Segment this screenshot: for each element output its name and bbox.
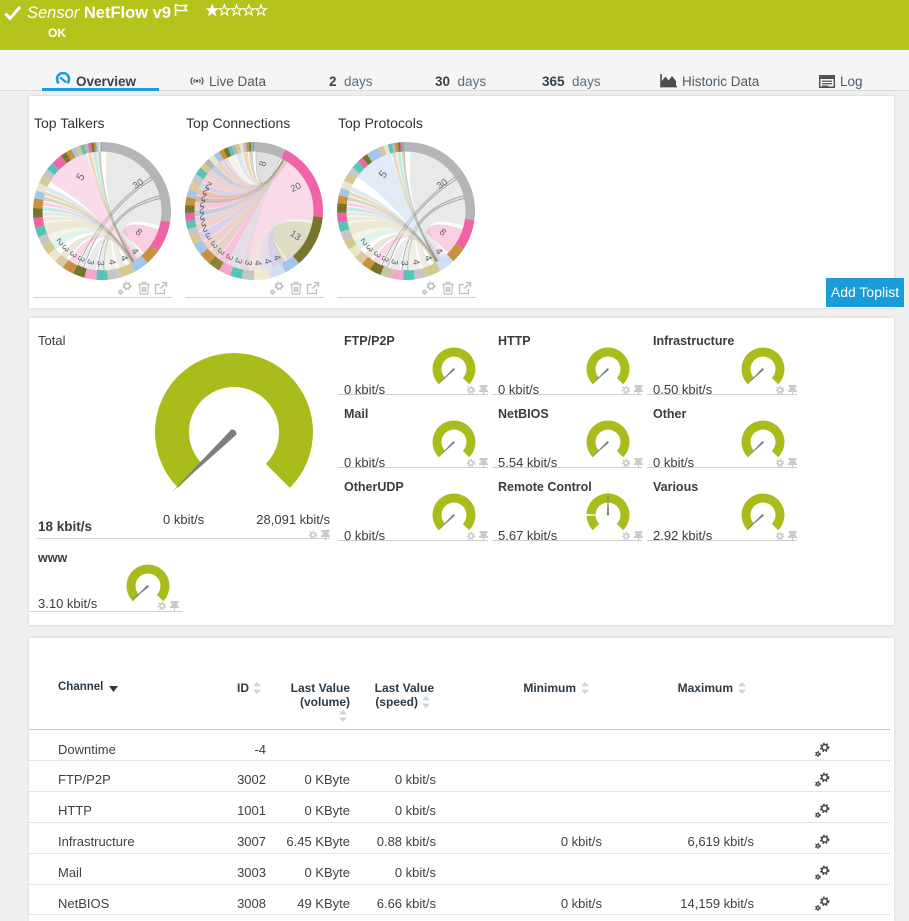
svg-text:2: 2 <box>204 179 214 191</box>
svg-text:3: 3 <box>371 249 383 260</box>
svg-text:4: 4 <box>129 246 141 257</box>
svg-text:20: 20 <box>289 180 303 195</box>
svg-text:5: 5 <box>74 171 87 183</box>
svg-text:8: 8 <box>133 227 144 239</box>
svg-text:2: 2 <box>55 235 65 247</box>
svg-text:2: 2 <box>201 222 209 234</box>
svg-text:3: 3 <box>84 258 96 266</box>
svg-text:2: 2 <box>200 190 209 202</box>
svg-text:3: 3 <box>398 260 409 266</box>
svg-text:4: 4 <box>118 254 130 263</box>
svg-text:4: 4 <box>252 260 263 265</box>
svg-text:3: 3 <box>388 258 400 266</box>
svg-text:4: 4 <box>410 259 422 266</box>
svg-text:13: 13 <box>288 228 303 243</box>
svg-text:4: 4 <box>422 254 434 263</box>
svg-text:3: 3 <box>94 260 105 266</box>
svg-text:8: 8 <box>257 160 269 168</box>
svg-text:3: 3 <box>242 259 254 266</box>
svg-text:3: 3 <box>75 254 87 264</box>
svg-text:30: 30 <box>131 177 146 192</box>
svg-text:3: 3 <box>363 242 374 254</box>
svg-text:3: 3 <box>232 256 244 265</box>
svg-text:5: 5 <box>377 169 390 181</box>
svg-text:4: 4 <box>271 253 283 262</box>
svg-text:2: 2 <box>200 216 207 228</box>
svg-text:3: 3 <box>379 254 391 264</box>
svg-text:4: 4 <box>106 259 118 266</box>
svg-text:2: 2 <box>359 235 369 247</box>
svg-text:3: 3 <box>223 252 235 262</box>
svg-text:4: 4 <box>261 258 273 265</box>
svg-text:2: 2 <box>199 210 205 221</box>
svg-text:2: 2 <box>199 203 205 214</box>
svg-text:3: 3 <box>208 238 219 250</box>
svg-text:30: 30 <box>435 177 450 192</box>
svg-text:2: 2 <box>201 184 211 196</box>
svg-text:2: 2 <box>199 197 206 209</box>
svg-text:3: 3 <box>203 230 213 242</box>
svg-text:3: 3 <box>215 245 227 256</box>
svg-text:3: 3 <box>67 249 79 260</box>
svg-text:4: 4 <box>433 246 445 257</box>
svg-text:8: 8 <box>437 227 448 239</box>
svg-text:3: 3 <box>59 242 70 254</box>
